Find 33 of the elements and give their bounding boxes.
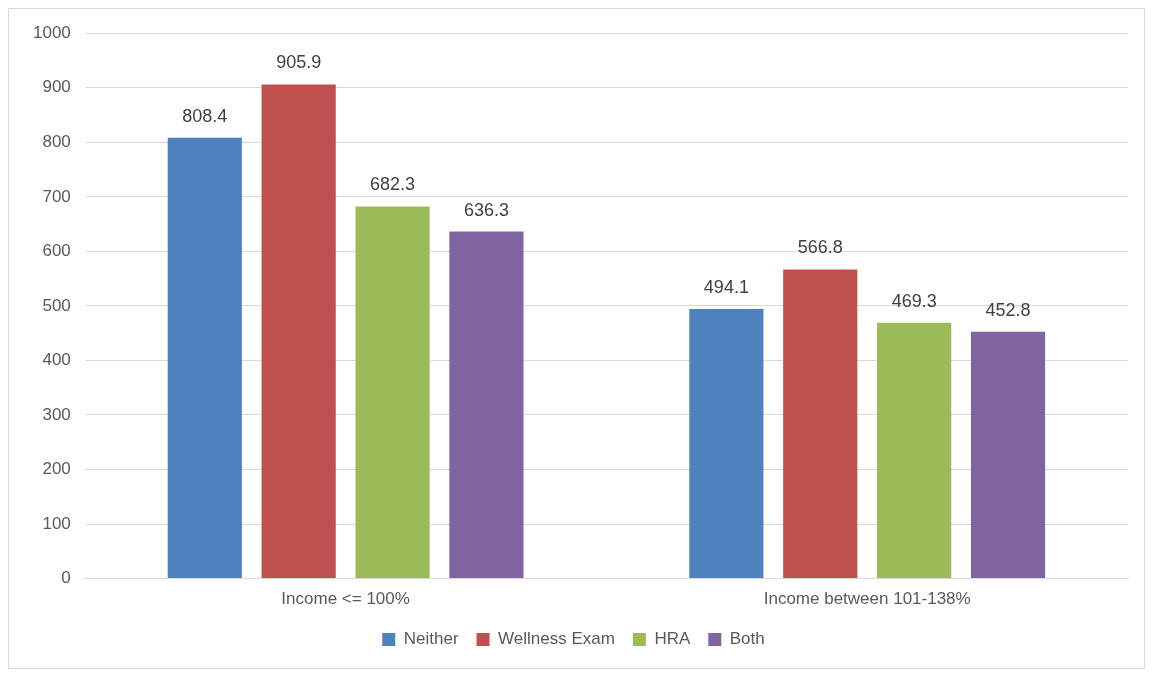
x-tick-label: Income between 101-138% [763, 589, 971, 609]
bar [355, 206, 430, 579]
y-tick-label: 100 [42, 513, 71, 533]
data-label: 905.9 [276, 52, 322, 73]
y-tick-label: 800 [42, 131, 71, 151]
y-tick-label: 1000 [32, 22, 71, 42]
bar [877, 322, 952, 579]
data-label: 808.4 [182, 105, 228, 126]
bar [689, 309, 764, 579]
x-tick-label: Income <= 100% [281, 589, 410, 609]
bar [449, 231, 524, 579]
y-tick-label: 900 [42, 77, 71, 97]
bar [167, 137, 242, 579]
legend-label: Wellness Exam [498, 629, 615, 649]
y-tick-label: 700 [42, 186, 71, 206]
data-label: 494.1 [703, 277, 749, 298]
y-tick-label: 400 [42, 350, 71, 370]
legend-label: Neither [403, 629, 459, 649]
y-tick-label: 300 [42, 404, 71, 424]
y-tick-label: 0 [61, 568, 71, 588]
bar [261, 84, 336, 579]
bar [970, 331, 1046, 579]
y-tick-label: 200 [42, 459, 71, 479]
data-label: 636.3 [463, 199, 509, 220]
data-label: 682.3 [370, 174, 416, 195]
data-label: 566.8 [797, 237, 843, 258]
data-label: 469.3 [891, 290, 937, 311]
data-label: 452.8 [985, 299, 1031, 320]
y-tick-label: 500 [42, 295, 71, 315]
legend-label: Both [729, 629, 765, 649]
legend-label: HRA [654, 629, 691, 649]
bar [783, 269, 858, 579]
y-tick-label: 600 [42, 241, 71, 261]
